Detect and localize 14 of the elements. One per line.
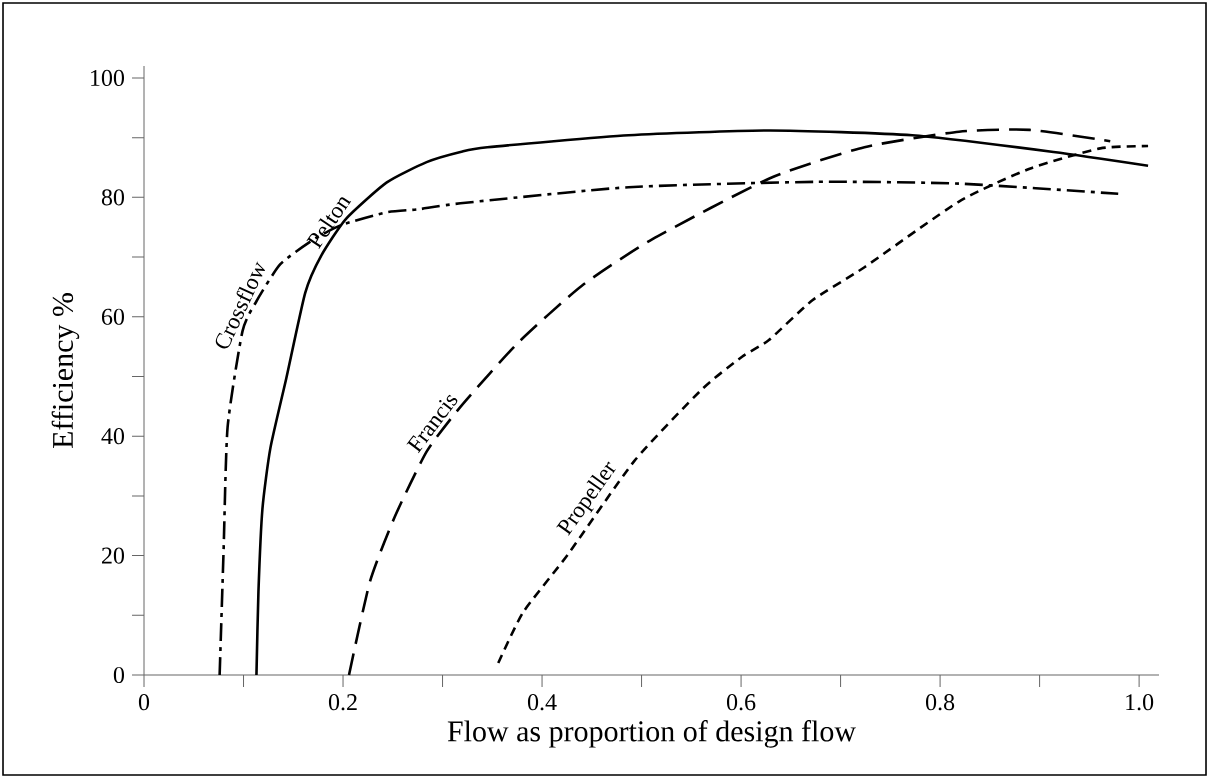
y-tick-label: 40 (101, 428, 125, 445)
x-tick-label: 0.2 (328, 694, 357, 711)
x-tick-label: 0.4 (527, 694, 557, 711)
y-axis-title: Efficiency % (51, 293, 80, 449)
y-tick-label: 80 (101, 189, 125, 206)
x-tick-label: 0 (138, 694, 150, 711)
y-tick-label: 20 (102, 547, 125, 564)
y-tick-label: 0 (113, 666, 125, 684)
x-tick-label: 1.0 (1126, 694, 1154, 711)
y-tick-label: 100 (91, 69, 125, 87)
x-tick-label: 0.6 (726, 694, 756, 711)
x-tick-label: 0.8 (926, 694, 955, 711)
y-tick-label: 60 (101, 308, 125, 325)
x-axis-title: Flow as proportion of design flow (447, 720, 856, 748)
